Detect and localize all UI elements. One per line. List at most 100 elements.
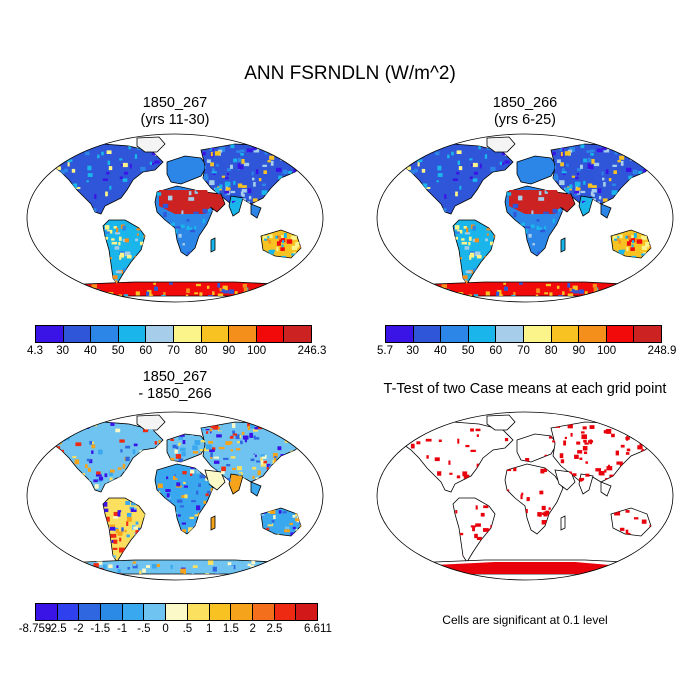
colorbar-box	[122, 604, 145, 620]
continent-madagascar	[210, 237, 216, 253]
colorbar-tick-label: -.5	[137, 623, 151, 635]
map-border	[376, 411, 674, 581]
continent-seAsia	[600, 481, 612, 497]
colorbar-box	[441, 326, 469, 342]
colorbar-box	[146, 326, 174, 342]
colorbar-tick-label: 246.3	[297, 345, 327, 357]
colorbar-tick-label: -8.759	[18, 623, 52, 635]
map-border	[376, 133, 674, 303]
continent-europe	[516, 155, 558, 185]
colorbar-box	[252, 604, 275, 620]
colorbar-tick-label: -2	[73, 623, 84, 635]
colorbar-tick-label: 4.3	[27, 345, 43, 357]
colorbar-box	[496, 326, 524, 342]
colorbar-tick-label: 40	[433, 345, 447, 357]
colorbar-tick-label: 2	[249, 623, 256, 635]
map-border	[26, 411, 324, 581]
colorbar-tick-label: 70	[167, 345, 180, 357]
colorbar-tick-label: 100	[247, 345, 267, 357]
continent-india	[228, 473, 244, 495]
map-ttest	[376, 411, 674, 581]
colorbar-tick-label: 40	[83, 345, 97, 357]
continent-southAmerica	[102, 497, 146, 563]
continent-india	[578, 473, 594, 495]
continent-india	[578, 195, 594, 217]
colorbar-tick-label: 0	[162, 623, 169, 635]
colorbar-case2	[385, 325, 662, 343]
colorbar-case1	[35, 325, 312, 343]
colorbar-box	[606, 326, 635, 342]
panel1-title-line2: (yrs 11-30)	[140, 112, 210, 128]
colorbar-box	[274, 604, 297, 620]
panel3-title-line1: 1850_267	[142, 369, 208, 385]
colorbar-tick-label: 1	[205, 623, 213, 635]
colorbar-box	[91, 326, 119, 342]
colorbar-box	[57, 604, 80, 620]
panel3-title: 1850_267 - 1850_266	[25, 369, 325, 403]
colorbar-tick-label: 50	[461, 345, 475, 357]
colorbar-tick-label: 70	[517, 345, 530, 357]
colorbar-tick-label: 80	[194, 345, 208, 357]
colorbar-difference	[35, 603, 318, 621]
panel3-title-line2: - 1850_266	[138, 386, 212, 402]
colorbar-tick-label: 30	[56, 345, 70, 357]
panel1-title-line1: 1850_267	[142, 95, 208, 111]
colorbar-box	[36, 604, 58, 620]
colorbar-box	[551, 326, 580, 342]
colorbar-tick-label: 90	[222, 345, 236, 357]
colorbar-box	[36, 326, 64, 342]
colorbar-box	[468, 326, 497, 342]
continent-madagascar	[560, 515, 566, 531]
colorbar-box	[101, 604, 123, 620]
panel1-title: 1850_267 (yrs 11-30)	[25, 95, 325, 129]
colorbar-box	[523, 326, 552, 342]
colorbar-tick-label: -1	[116, 623, 128, 635]
colorbar-tick-label: 6.611	[304, 623, 332, 635]
continent-greenland	[136, 136, 166, 153]
continent-europe	[166, 155, 208, 185]
colorbar-tick-label: 90	[572, 345, 586, 357]
panel4-title: T-Test of two Case means at each grid po…	[345, 381, 700, 398]
colorbar-box	[386, 326, 414, 342]
m1-land	[44, 136, 308, 297]
colorbar-box	[79, 604, 102, 620]
colorbar-box	[296, 604, 317, 620]
colorbar-tick-label: 5.7	[377, 345, 393, 357]
colorbar-tick-label: 2.5	[266, 623, 283, 635]
colorbar-box	[634, 326, 661, 342]
colorbar-box	[231, 604, 253, 620]
colorbar-tick-label: 80	[544, 345, 558, 357]
continent-seAsia	[250, 203, 262, 219]
continent-northAmerica	[46, 421, 164, 493]
colorbar-tick-label: -1.5	[90, 623, 111, 635]
figure-title: ANN FSRNDLN (W/m^2)	[244, 63, 456, 84]
colorbar-box	[187, 604, 210, 620]
colorbar-box	[209, 604, 232, 620]
colorbar-box	[201, 326, 230, 342]
colorbar-box	[284, 326, 311, 342]
colorbar-tick-label: 30	[406, 345, 420, 357]
continent-northAmerica	[396, 421, 514, 493]
antarctica-significant	[411, 562, 647, 574]
continent-madagascar	[210, 515, 216, 531]
sahara-region	[159, 190, 213, 214]
continent-seAsia	[250, 481, 262, 497]
colorbar-box	[256, 326, 285, 342]
colorbar-box	[144, 604, 167, 620]
continent-greenland	[486, 136, 516, 153]
continent-madagascar	[560, 237, 566, 253]
colorbar-tick-label: 50	[111, 345, 125, 357]
colorbar-tick-label: 248.9	[647, 345, 677, 357]
m4-land	[394, 414, 658, 575]
panel4-title-line1: T-Test of two Case means at each grid po…	[383, 381, 667, 397]
colorbar-box	[63, 326, 92, 342]
continent-india	[228, 195, 244, 217]
map-difference	[26, 411, 324, 581]
m2-land	[394, 136, 658, 297]
colorbar-tick-label: 1.5	[222, 623, 239, 635]
colorbar-box	[173, 326, 202, 342]
map-case1	[26, 133, 324, 303]
colorbar-box	[118, 326, 147, 342]
colorbar-tick-label: 60	[489, 345, 503, 357]
colorbar-tick-label: .5	[182, 623, 193, 635]
